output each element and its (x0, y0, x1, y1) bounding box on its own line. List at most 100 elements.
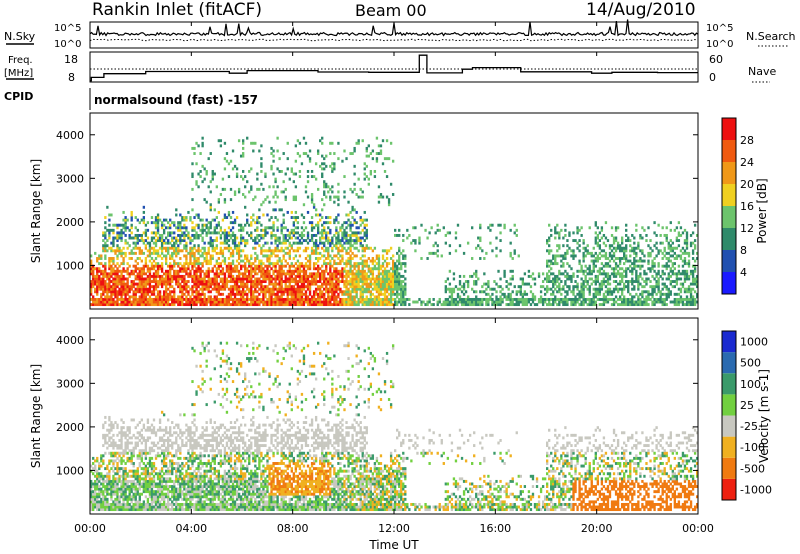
heatmap-cell (614, 246, 618, 250)
heatmap-cell (112, 303, 115, 307)
heatmap-cell (353, 295, 356, 299)
heatmap-cell (633, 287, 636, 291)
heatmap-cell (242, 292, 245, 296)
heatmap-cell (308, 254, 312, 258)
heatmap-cell (235, 287, 239, 291)
heatmap-cell (596, 269, 599, 273)
heatmap-cell (302, 292, 306, 296)
heatmap-cell (673, 300, 677, 304)
heatmap-cell (412, 300, 415, 304)
heatmap-cell (276, 295, 279, 299)
heatmap-cell (683, 259, 687, 263)
heatmap-cell (523, 292, 527, 296)
heatmap-cell (554, 257, 557, 260)
heatmap-cell (250, 231, 253, 235)
heatmap-cell (262, 300, 265, 304)
heatmap-cell (633, 262, 636, 266)
heatmap-cell (256, 241, 259, 245)
heatmap-cell (582, 251, 585, 255)
heatmap-cell (365, 228, 368, 232)
heatmap-cell (284, 297, 287, 301)
heatmap-cell (631, 287, 634, 291)
heatmap-cell (122, 297, 125, 301)
heatmap-cell (363, 287, 366, 291)
heatmap-cell (387, 303, 391, 307)
heatmap-cell (164, 300, 168, 304)
heatmap-cell (404, 297, 407, 301)
heatmap-cell (130, 210, 133, 214)
heatmap-cell (203, 246, 206, 250)
heatmap-cell (629, 249, 632, 253)
heatmap-cell (325, 236, 328, 240)
heatmap-cell (685, 300, 689, 304)
heatmap-cell (278, 287, 281, 291)
heatmap-cell (246, 295, 249, 299)
heatmap-cell (604, 274, 608, 278)
heatmap-cell (239, 236, 243, 240)
heatmap-cell (669, 259, 672, 263)
heatmap-cell (223, 233, 227, 237)
heatmap-cell (175, 226, 178, 230)
heatmap-cell (647, 267, 650, 271)
heatmap-cell (570, 249, 573, 253)
heatmap-cell (329, 274, 332, 278)
heatmap-cell (290, 228, 293, 232)
heatmap-cell (548, 303, 551, 307)
heatmap-cell (304, 269, 308, 273)
heatmap-cell (227, 239, 231, 243)
heatmap-cell (513, 231, 516, 235)
heatmap-cell (489, 297, 492, 301)
heatmap-cell (302, 239, 306, 243)
heatmap-cell (673, 246, 677, 250)
heatmap-cell (205, 259, 208, 263)
heatmap-cell (564, 295, 567, 299)
heatmap-cell (134, 269, 137, 273)
heatmap-cell (314, 208, 318, 212)
heatmap-cell (321, 231, 324, 235)
heatmap-cell (146, 300, 150, 304)
heatmap-cell (341, 272, 344, 276)
heatmap-cell (444, 241, 447, 245)
heatmap-cell (126, 290, 129, 294)
heatmap-cell (298, 246, 302, 250)
heatmap-cell (404, 254, 407, 258)
heatmap-cell (385, 262, 389, 266)
heatmap-cell (327, 254, 330, 258)
heatmap-cell (367, 177, 370, 181)
heatmap-cell (341, 267, 344, 271)
heatmap-cell (292, 300, 295, 304)
heatmap-cell (385, 285, 389, 289)
heatmap-cell (594, 264, 597, 268)
heatmap-cell (231, 239, 235, 243)
heatmap-cell (156, 280, 160, 283)
heatmap-cell (128, 264, 131, 268)
heatmap-cell (671, 249, 674, 253)
heatmap-cell (396, 285, 399, 289)
heatmap-cell (256, 254, 259, 258)
heatmap-cell (596, 274, 599, 278)
heatmap-cell (614, 272, 618, 276)
heatmap-cell (383, 287, 387, 291)
heatmap-cell (355, 231, 358, 235)
heatmap-cell (651, 285, 654, 289)
heatmap-cell (345, 285, 348, 289)
heatmap-cell (124, 277, 127, 281)
heatmap-cell (523, 290, 527, 294)
heatmap-cell (689, 295, 693, 299)
heatmap-cell (353, 303, 356, 307)
heatmap-cell (351, 295, 354, 299)
heatmap-cell (673, 267, 677, 271)
heatmap-cell (290, 285, 293, 289)
heatmap-cell (578, 303, 581, 307)
heatmap-cell (355, 264, 358, 268)
heatmap-cell (653, 262, 656, 266)
heatmap-cell (373, 300, 377, 304)
heatmap-cell (343, 246, 346, 250)
heatmap-cell (521, 303, 525, 307)
heatmap-cell (296, 246, 300, 250)
heatmap-cell (280, 259, 283, 263)
heatmap-cell (379, 152, 383, 155)
heatmap-cell (357, 287, 360, 291)
heatmap-cell (221, 267, 225, 271)
heatmap-cell (294, 292, 298, 296)
